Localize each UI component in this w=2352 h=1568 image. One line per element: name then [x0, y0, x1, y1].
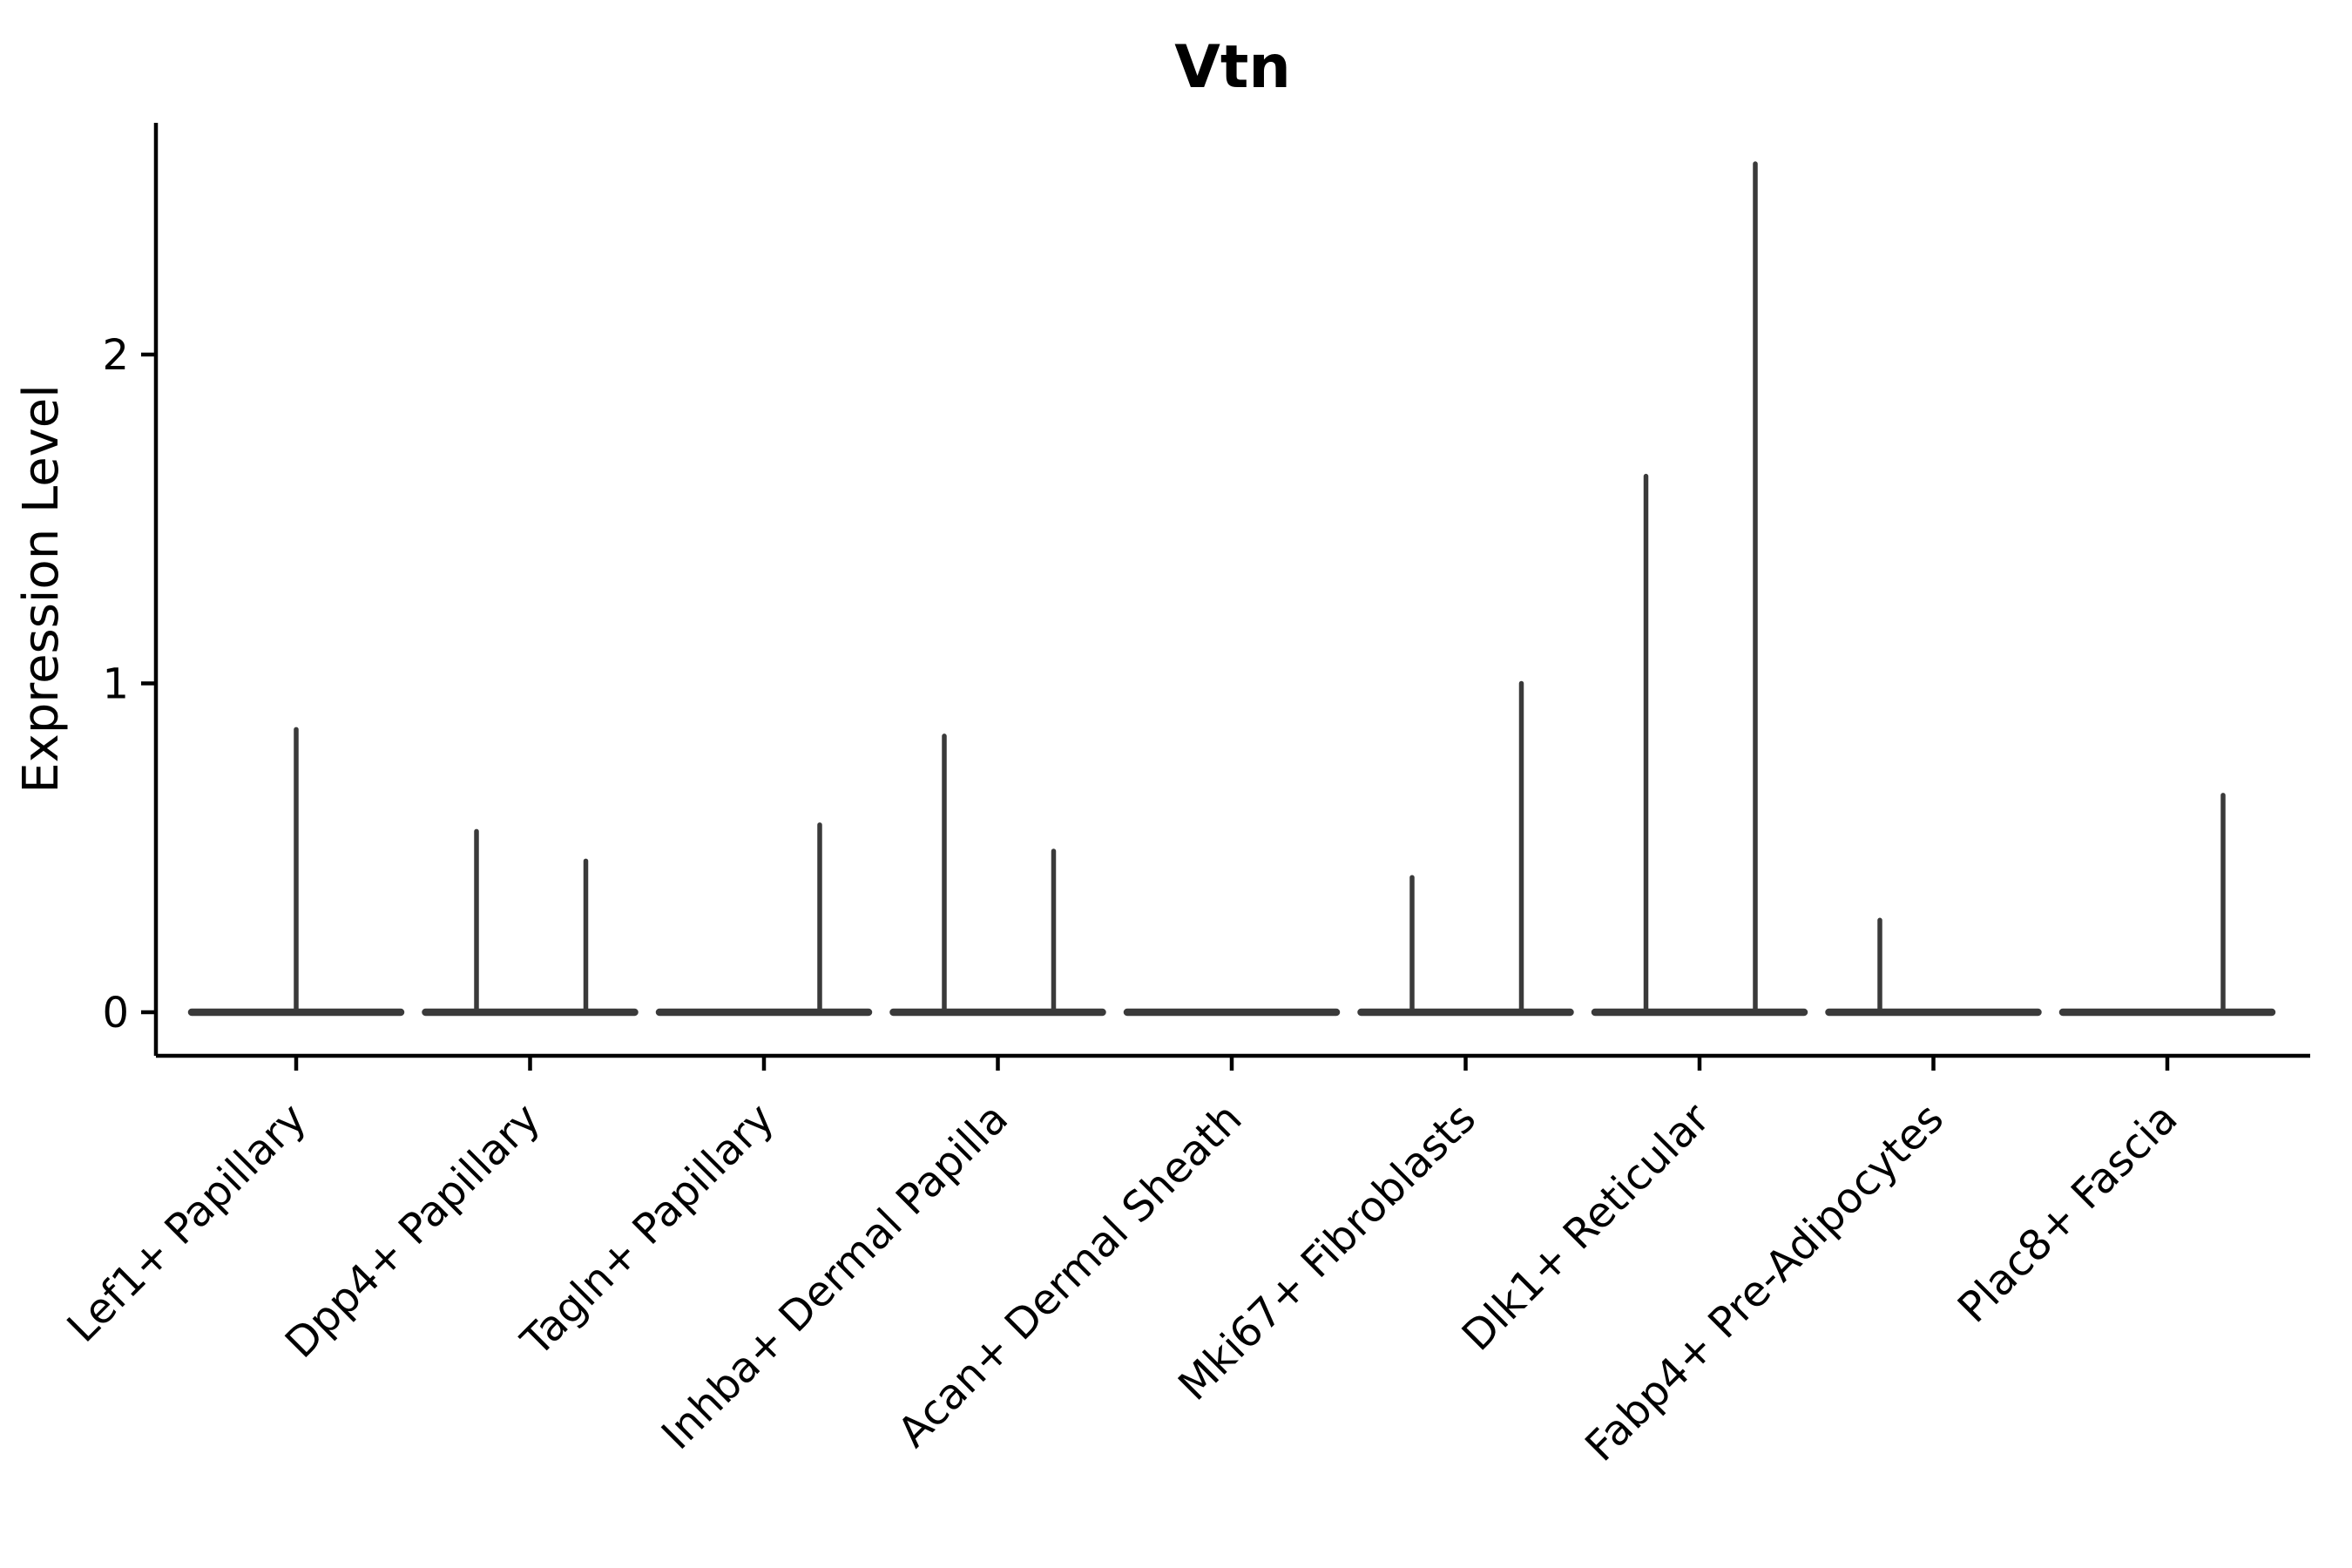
- x-axis-ticks: [294, 1056, 2170, 1071]
- y-axis-ticks: 0 1 2: [102, 331, 156, 1037]
- chart-title: Vtn: [1174, 33, 1291, 102]
- violin-6: [1357, 680, 1574, 1017]
- violin-3: [655, 822, 873, 1017]
- violin-7: [1591, 161, 1808, 1017]
- axes-spines: [153, 123, 2310, 1058]
- violin-1: [187, 727, 405, 1017]
- violin-4: [889, 733, 1106, 1017]
- y-tick-label: 1: [102, 659, 129, 708]
- y-tick-label: 0: [102, 989, 129, 1037]
- x-tick-label: Tagln+ Papillary: [511, 1094, 783, 1366]
- violin-series: [187, 161, 2276, 1017]
- x-tick-label: Dpp4+ Papillary: [276, 1094, 550, 1368]
- y-axis-label: Expression Level: [13, 384, 70, 794]
- x-tick-label: Plac8+ Fascia: [1949, 1094, 2187, 1333]
- x-tick-label: Lef1+ Papillary: [58, 1094, 316, 1352]
- y-tick-label: 2: [102, 331, 129, 380]
- violin-9: [2058, 793, 2276, 1017]
- x-tick-label: Dlk1+ Reticular: [1453, 1094, 1720, 1361]
- violin-8: [1825, 917, 2042, 1017]
- violin-2: [422, 828, 639, 1017]
